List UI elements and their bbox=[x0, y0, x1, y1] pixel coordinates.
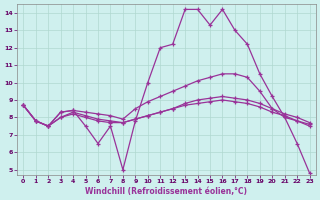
X-axis label: Windchill (Refroidissement éolien,°C): Windchill (Refroidissement éolien,°C) bbox=[85, 187, 247, 196]
